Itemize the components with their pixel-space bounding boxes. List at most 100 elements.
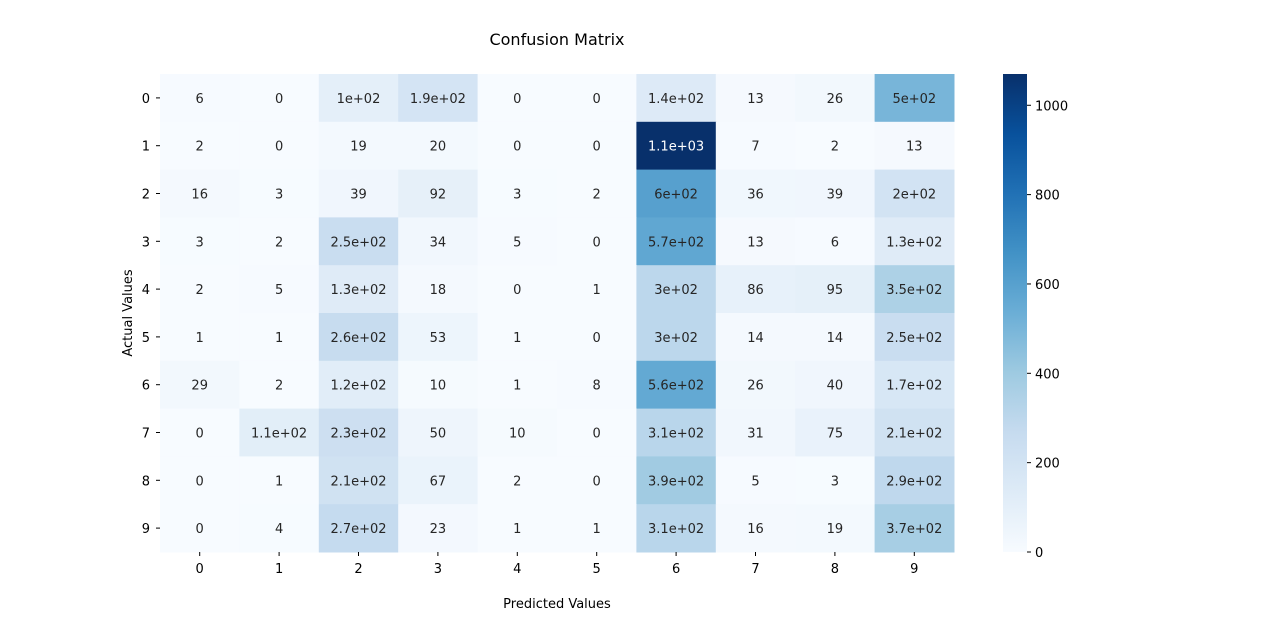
cell-annotation: 1.7e+02 [886,379,942,394]
x-tick-label: 6 [672,562,680,577]
cell-annotation: 1.1e+03 [648,140,704,155]
cell-annotation: 1.2e+02 [330,379,386,394]
cell-annotation: 31 [747,427,764,442]
cell-annotation: 1.4e+02 [648,92,704,107]
cell-annotation: 2.6e+02 [330,331,386,346]
heatmap-cell [557,313,637,362]
cell-annotation: 13 [906,140,923,155]
cell-annotation: 3.1e+02 [648,427,704,442]
heatmap-cell [795,360,876,410]
colorbar-tick-label: 0 [1035,546,1043,561]
cell-annotation: 0 [593,427,601,442]
cell-annotation: 3.5e+02 [886,283,942,298]
heatmap-cell [557,265,637,314]
y-tick-label: 4 [142,283,150,298]
cell-annotation: 0 [593,140,601,155]
heatmap-cell [239,456,320,505]
cell-annotation: 1 [513,331,521,346]
cell-annotation: 1e+02 [337,92,381,107]
heatmap-cell [398,504,479,553]
cell-annotation: 3 [513,188,521,203]
heatmap-cell [557,504,637,553]
x-tick-label: 0 [196,562,204,577]
heatmap-cell [477,217,558,266]
cell-annotation: 1.1e+02 [251,427,307,442]
heatmap-cell [398,121,479,171]
heatmap-cell [636,313,717,362]
cell-annotation: 2 [196,283,204,298]
heatmap-cell [477,408,558,457]
heatmap-cell [874,504,955,553]
x-axis-label: Predicted Values [503,597,611,612]
cell-annotation: 2 [513,474,521,489]
cell-annotation: 2.7e+02 [330,522,386,537]
heatmap-cell [715,217,796,266]
cell-annotation: 1 [513,379,521,394]
cell-annotation: 3.1e+02 [648,522,704,537]
heatmap-cell [636,408,717,457]
cell-annotation: 5 [275,283,283,298]
heatmap-cell [795,265,876,314]
y-axis-label: Actual Values [121,269,136,357]
y-tick-label: 0 [142,92,150,107]
cell-annotation: 7 [751,140,759,155]
heatmap-cell [239,313,320,362]
heatmap-cell [715,408,796,457]
cell-annotation: 39 [827,188,844,203]
heatmap-cell [795,408,876,457]
cell-annotation: 2 [593,188,601,203]
x-axis: 0 1 2 3 4 5 6 7 8 9 [196,552,918,577]
heatmap-cell [160,265,240,314]
heatmap-cell [318,217,399,266]
heatmap-cell [398,74,479,123]
heatmap-cell [398,313,479,362]
heatmap-cell [160,169,240,218]
heatmap-cell [398,408,479,457]
cell-annotation: 6e+02 [654,188,698,203]
heatmap-cell [715,504,796,553]
cell-annotation: 0 [513,92,521,107]
cell-annotation: 1 [196,331,204,346]
heatmap-cell [160,408,240,457]
cell-annotation: 1.3e+02 [330,283,386,298]
heatmap-cell [239,504,320,553]
cell-annotation: 8 [593,379,601,394]
colorbar-gradient [1003,74,1027,552]
heatmap-cell [636,360,717,410]
y-tick-label: 5 [142,331,150,346]
heatmap-cells: 6 0 1e+02 1.9e+02 0 0 1.4e+02 13 26 5e+022 0 19 20 0 0… [160,74,955,553]
cell-annotation: 18 [430,283,447,298]
y-tick-label: 2 [142,188,150,203]
heatmap-cell [795,74,876,123]
cell-annotation: 39 [350,188,367,203]
heatmap-cell [477,169,558,218]
heatmap-cell [239,408,320,457]
cell-annotation: 3e+02 [654,283,698,298]
cell-annotation: 20 [430,140,447,155]
cell-annotation: 2 [196,140,204,155]
cell-annotation: 3 [831,474,839,489]
cell-annotation: 67 [430,474,447,489]
y-tick-label: 3 [142,235,150,250]
heatmap-cell [318,456,399,505]
y-tick-label: 1 [142,140,150,155]
heatmap-cell [795,121,876,171]
cell-annotation: 2.9e+02 [886,474,942,489]
heatmap-cell [160,360,240,410]
heatmap-cell [874,74,955,123]
cell-annotation: 0 [593,92,601,107]
x-tick-label: 2 [354,562,362,577]
heatmap-cell [318,74,399,123]
heatmap-cell [874,408,955,457]
cell-annotation: 16 [747,522,764,537]
y-axis: 0 1 2 3 4 5 6 7 8 9 [142,92,160,537]
y-tick-label: 6 [142,379,150,394]
colorbar-tick-label: 1000 [1035,99,1068,114]
heatmap-cell [239,121,320,171]
heatmap-cell [398,456,479,505]
heatmap-cell [636,121,717,171]
cell-annotation: 50 [430,427,447,442]
cell-annotation: 0 [513,283,521,298]
heatmap-cell [239,169,320,218]
